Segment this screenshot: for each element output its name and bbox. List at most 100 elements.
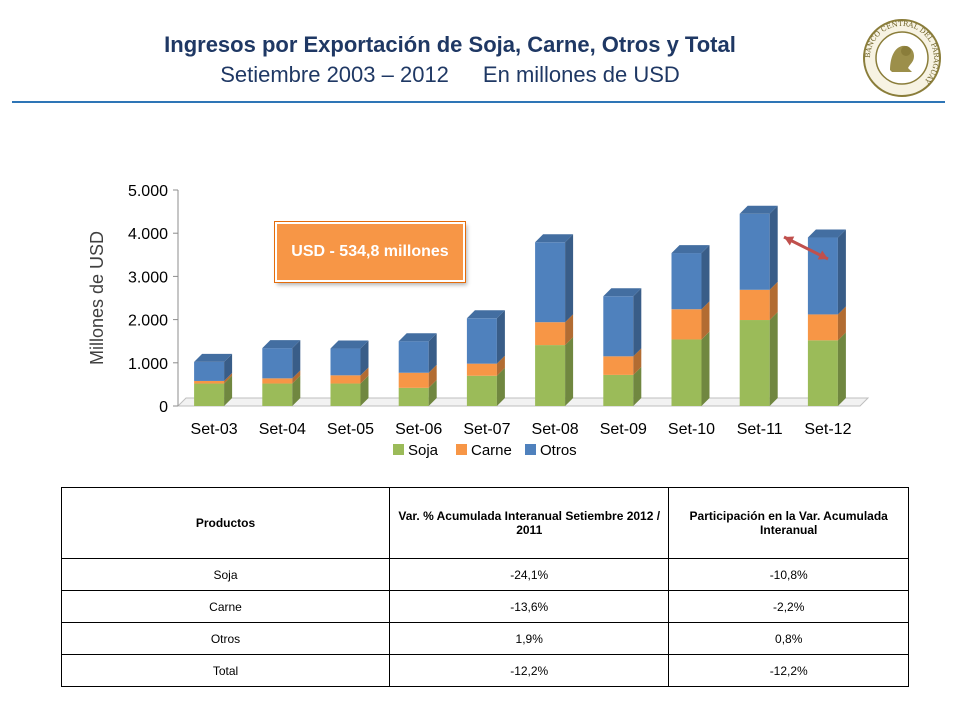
bar-side-otros xyxy=(360,340,369,376)
data-table: Productos Var. % Acumulada Interanual Se… xyxy=(60,487,909,687)
x-tick-label: Set-10 xyxy=(668,421,715,438)
legend-label-carne: Carne xyxy=(471,442,512,459)
y-tick-label: 3.000 xyxy=(128,269,168,286)
bar-side-carne xyxy=(496,355,505,376)
bar-segment-otros xyxy=(398,341,429,373)
bar-side-soja xyxy=(496,367,505,406)
bar-side-carne xyxy=(633,348,642,375)
cell-part: 0,8% xyxy=(668,622,909,655)
bar-top xyxy=(671,245,710,254)
bar-segment-soja xyxy=(535,345,566,406)
bar-side-soja xyxy=(224,375,233,406)
bar-side-otros xyxy=(292,340,301,379)
bar-segment-otros xyxy=(262,348,293,379)
y-tick-label: 2.000 xyxy=(128,313,168,330)
bar-segment-soja xyxy=(807,340,838,406)
arrow-head-right xyxy=(817,250,828,260)
cell-producto: Soja xyxy=(60,558,391,591)
bar-segment-soja xyxy=(330,383,361,406)
bar-segment-soja xyxy=(194,383,225,406)
cell-producto: Otros xyxy=(60,622,391,655)
header-participacion: Participación en la Var. Acumulada Inter… xyxy=(668,487,909,559)
cell-producto: Carne xyxy=(60,590,391,623)
bar-segment-carne xyxy=(466,363,497,376)
bar-segment-soja xyxy=(739,320,770,406)
bar-side-carne xyxy=(224,372,233,384)
legend-label-soja: Soja xyxy=(408,442,439,459)
bar-side-soja xyxy=(428,379,437,406)
x-tick-label: Set-11 xyxy=(737,421,783,438)
header-productos: Productos xyxy=(60,487,391,559)
page-title: Ingresos por Exportación de Soja, Carne,… xyxy=(164,32,736,57)
bar-side-carne xyxy=(701,301,710,340)
y-tick-label: 0 xyxy=(159,399,168,416)
cell-part: -2,2% xyxy=(668,590,909,623)
cell-part: -12,2% xyxy=(668,654,909,687)
bar-segment-soja xyxy=(398,387,429,406)
table-header-row: Productos Var. % Acumulada Interanual Se… xyxy=(60,487,909,559)
legend-swatch-carne xyxy=(456,444,467,455)
bar-side-carne xyxy=(360,367,369,384)
x-tick-label: Set-12 xyxy=(804,421,851,438)
bar-side-carne xyxy=(292,370,301,384)
bar-segment-carne xyxy=(535,322,566,346)
cell-var: -12,2% xyxy=(389,654,670,687)
bar-top xyxy=(262,340,301,349)
bar-segment-otros xyxy=(330,348,361,376)
bar-segment-soja xyxy=(603,374,634,406)
bar-side-otros xyxy=(837,229,846,315)
bar-top xyxy=(739,205,778,214)
bar-side-otros xyxy=(769,205,778,290)
bar-side-otros xyxy=(224,353,233,381)
bar-top xyxy=(535,234,574,243)
table-row: Otros 1,9% 0,8% xyxy=(60,622,909,655)
y-tick-label: 4.000 xyxy=(128,226,168,243)
bar-segment-otros xyxy=(739,213,770,290)
x-tick-label: Set-08 xyxy=(532,421,579,438)
subtitle-units: En millones de USD xyxy=(482,62,680,87)
bar-segment-soja xyxy=(671,339,702,406)
x-tick-label: Set-04 xyxy=(259,421,306,438)
x-tick-label: Set-07 xyxy=(463,421,510,438)
bar-segment-carne xyxy=(603,356,634,375)
title-divider xyxy=(12,101,945,103)
bar-top xyxy=(398,333,437,342)
bar-side-otros xyxy=(633,288,642,357)
header-var: Var. % Acumulada Interanual Setiembre 20… xyxy=(389,487,670,559)
bar-top xyxy=(194,353,233,362)
x-tick-label: Set-09 xyxy=(600,421,647,438)
page-subtitle: Setiembre 2003 – 2012 En millones de USD xyxy=(10,60,890,90)
y-tick-label: 1.000 xyxy=(128,356,168,373)
bar-top xyxy=(807,229,846,238)
bar-segment-carne xyxy=(398,372,429,388)
bar-segment-otros xyxy=(535,242,566,323)
legend-swatch-soja xyxy=(393,444,404,455)
bar-segment-carne xyxy=(807,314,838,341)
bank-seal-logo: BANCO CENTRAL DEL PARAGUAY xyxy=(863,19,941,97)
cell-producto: Total xyxy=(60,654,391,687)
bar-side-soja xyxy=(565,337,574,406)
bar-side-carne xyxy=(769,281,778,321)
bar-segment-otros xyxy=(466,318,497,364)
title-block: Ingresos por Exportación de Soja, Carne,… xyxy=(10,30,890,90)
legend-swatch-otros xyxy=(525,444,536,455)
bar-side-soja xyxy=(837,332,846,406)
bar-side-carne xyxy=(837,306,846,341)
bar-segment-otros xyxy=(671,253,702,310)
bar-segment-carne xyxy=(194,380,225,384)
y-axis-label: Millones de USD xyxy=(87,231,107,365)
subtitle-period: Setiembre 2003 – 2012 xyxy=(220,62,449,87)
table-row: Carne -13,6% -2,2% xyxy=(60,590,909,623)
cell-var: 1,9% xyxy=(389,622,670,655)
bar-side-otros xyxy=(496,310,505,364)
x-tick-label: Set-06 xyxy=(395,421,442,438)
bar-top xyxy=(330,340,369,349)
cell-part: -10,8% xyxy=(668,558,909,591)
cell-var: -24,1% xyxy=(389,558,670,591)
x-tick-label: Set-05 xyxy=(327,421,374,438)
bar-side-otros xyxy=(565,234,574,323)
bar-side-otros xyxy=(701,245,710,310)
arrow-head-left xyxy=(784,236,795,246)
bar-segment-carne xyxy=(671,309,702,340)
